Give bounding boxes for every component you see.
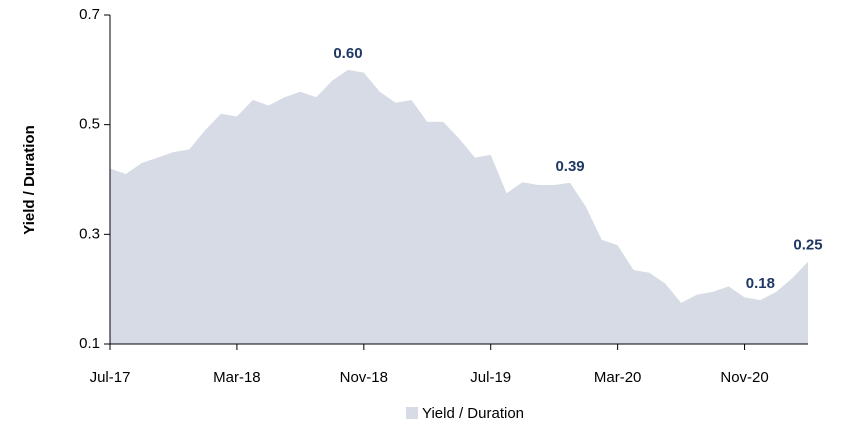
data-label: 0.25 xyxy=(793,237,822,254)
legend-label: Yield / Duration xyxy=(422,405,524,422)
x-tick-label: Jul-17 xyxy=(90,369,131,386)
y-tick-label: 0.7 xyxy=(79,6,100,23)
x-tick-label: Mar-18 xyxy=(213,369,261,386)
y-tick-label: 0.3 xyxy=(79,225,100,242)
x-tick-label: Jul-19 xyxy=(470,369,511,386)
y-tick-label: 0.5 xyxy=(79,116,100,133)
legend-swatch xyxy=(406,407,418,419)
x-tick-label: Nov-18 xyxy=(340,369,388,386)
y-axis-title: Yield / Duration xyxy=(21,125,38,234)
data-label: 0.39 xyxy=(555,158,584,175)
x-tick-label: Nov-20 xyxy=(720,369,768,386)
x-tick-label: Mar-20 xyxy=(594,369,642,386)
y-tick-label: 0.1 xyxy=(79,335,100,352)
area xyxy=(110,69,808,344)
data-label: 0.60 xyxy=(333,45,362,62)
data-label: 0.18 xyxy=(746,275,775,292)
